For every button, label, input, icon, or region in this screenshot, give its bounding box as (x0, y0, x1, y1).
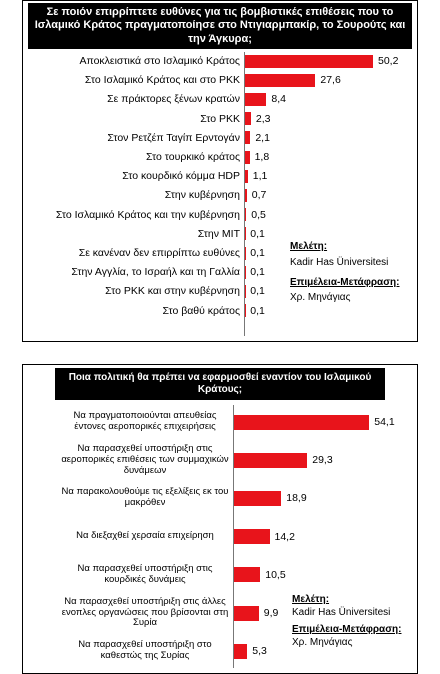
category-label: Να παρασχεθεί υποστήριξη στο καθεστώς τη… (61, 632, 229, 670)
bar (234, 491, 281, 506)
category-label: Να παρακολουθούμε τις εξελίξεις εκ του μ… (61, 479, 229, 517)
bar (245, 170, 248, 183)
value-label: 0,1 (250, 264, 265, 280)
bar (245, 151, 250, 164)
category-label: Σε κανέναν δεν επιρρίπτω ευθύνες (18, 243, 240, 262)
value-label: 5,3 (252, 643, 267, 659)
value-label: 0,1 (250, 226, 265, 242)
category-label: Να διεξαχθεί χερσαία επιχείρηση (61, 518, 229, 556)
source-note: Επιμέλεια-Μετάφραση: (292, 624, 401, 635)
bar (245, 189, 247, 202)
category-label: Να παρασχεθεί υποστήριξη στις αεροπορικέ… (61, 441, 229, 479)
value-label: 10,5 (265, 567, 285, 583)
bar (234, 415, 369, 430)
category-label: Στον Ρετζέπ Ταγίπ Ερντογάν (18, 128, 240, 147)
bar (245, 55, 373, 68)
bar (234, 606, 259, 621)
value-label: 8,4 (271, 91, 286, 107)
chart-title: Σε ποιόν επιρρίπτετε ευθύνες για τις βομ… (28, 3, 412, 49)
value-label: 18,9 (286, 490, 306, 506)
value-label: 1,1 (253, 168, 268, 184)
bar (234, 567, 260, 582)
source-note: Επιμέλεια-Μετάφραση: (290, 277, 399, 288)
source-note: Kadir Has Üniversitesi (290, 257, 388, 268)
value-label: 14,2 (275, 529, 295, 545)
value-label: 0,5 (251, 207, 266, 223)
chart-title: Ποια πολιτική θα πρέπει να εφαρμοσθεί εν… (55, 368, 385, 400)
category-label: Στο Ισλαμικό Κράτος και στο PKK (18, 71, 240, 90)
category-label: Σε πράκτορες ξένων κρατών (18, 90, 240, 109)
source-note: Μελέτη: (292, 594, 329, 605)
source-note: Χρ. Μηνάγιας (292, 637, 352, 648)
value-label: 2,3 (256, 111, 271, 127)
category-label: Στην κυβέρνηση (18, 186, 240, 205)
value-label: 50,2 (378, 53, 398, 69)
category-label: Να παρασχεθεί υποστήριξη στις άλλες ενοπ… (61, 594, 229, 632)
category-label: Να παρασχεθεί υποστήριξη στις κουρδικές … (61, 556, 229, 594)
value-label: 27,6 (320, 72, 340, 88)
value-label: 29,3 (312, 452, 332, 468)
source-note: Χρ. Μηνάγιας (290, 292, 350, 303)
value-label: 0,1 (250, 303, 265, 319)
value-label: 0,1 (250, 245, 265, 261)
bar (245, 208, 246, 221)
category-label: Στο τουρκικό κράτος (18, 147, 240, 166)
source-note: Kadir Has Üniversitesi (292, 607, 390, 618)
category-label: Στο Ισλαμικό Κράτος και την κυβέρνηση (18, 205, 240, 224)
value-label: 0,7 (252, 187, 267, 203)
category-label: Στο βαθύ κράτος (18, 301, 240, 320)
category-label: Στο PKK (18, 109, 240, 128)
value-label: 1,8 (255, 149, 270, 165)
bar (245, 131, 250, 144)
bar (234, 453, 307, 468)
category-label: Στο κουρδικό κόμμα HDP (18, 167, 240, 186)
category-label: Στο PKK και στην κυβέρνηση (18, 282, 240, 301)
category-label: Στην Αγγλία, το Ισραήλ και τη Γαλλία (18, 263, 240, 282)
bar (245, 112, 251, 125)
category-label: Να πραγματοποιούνται απευθείας έντονες α… (61, 403, 229, 441)
value-label: 54,1 (374, 414, 394, 430)
bar (234, 644, 247, 659)
source-note: Μελέτη: (290, 241, 327, 252)
value-label: 9,9 (264, 605, 279, 621)
category-label: Αποκλειστικά στο Ισλαμικό Κράτος (18, 51, 240, 70)
value-label: 0,1 (250, 283, 265, 299)
category-label: Στην MIT (18, 224, 240, 243)
bar (234, 529, 270, 544)
value-label: 2,1 (255, 130, 270, 146)
bar (245, 74, 315, 87)
bar (245, 93, 266, 106)
